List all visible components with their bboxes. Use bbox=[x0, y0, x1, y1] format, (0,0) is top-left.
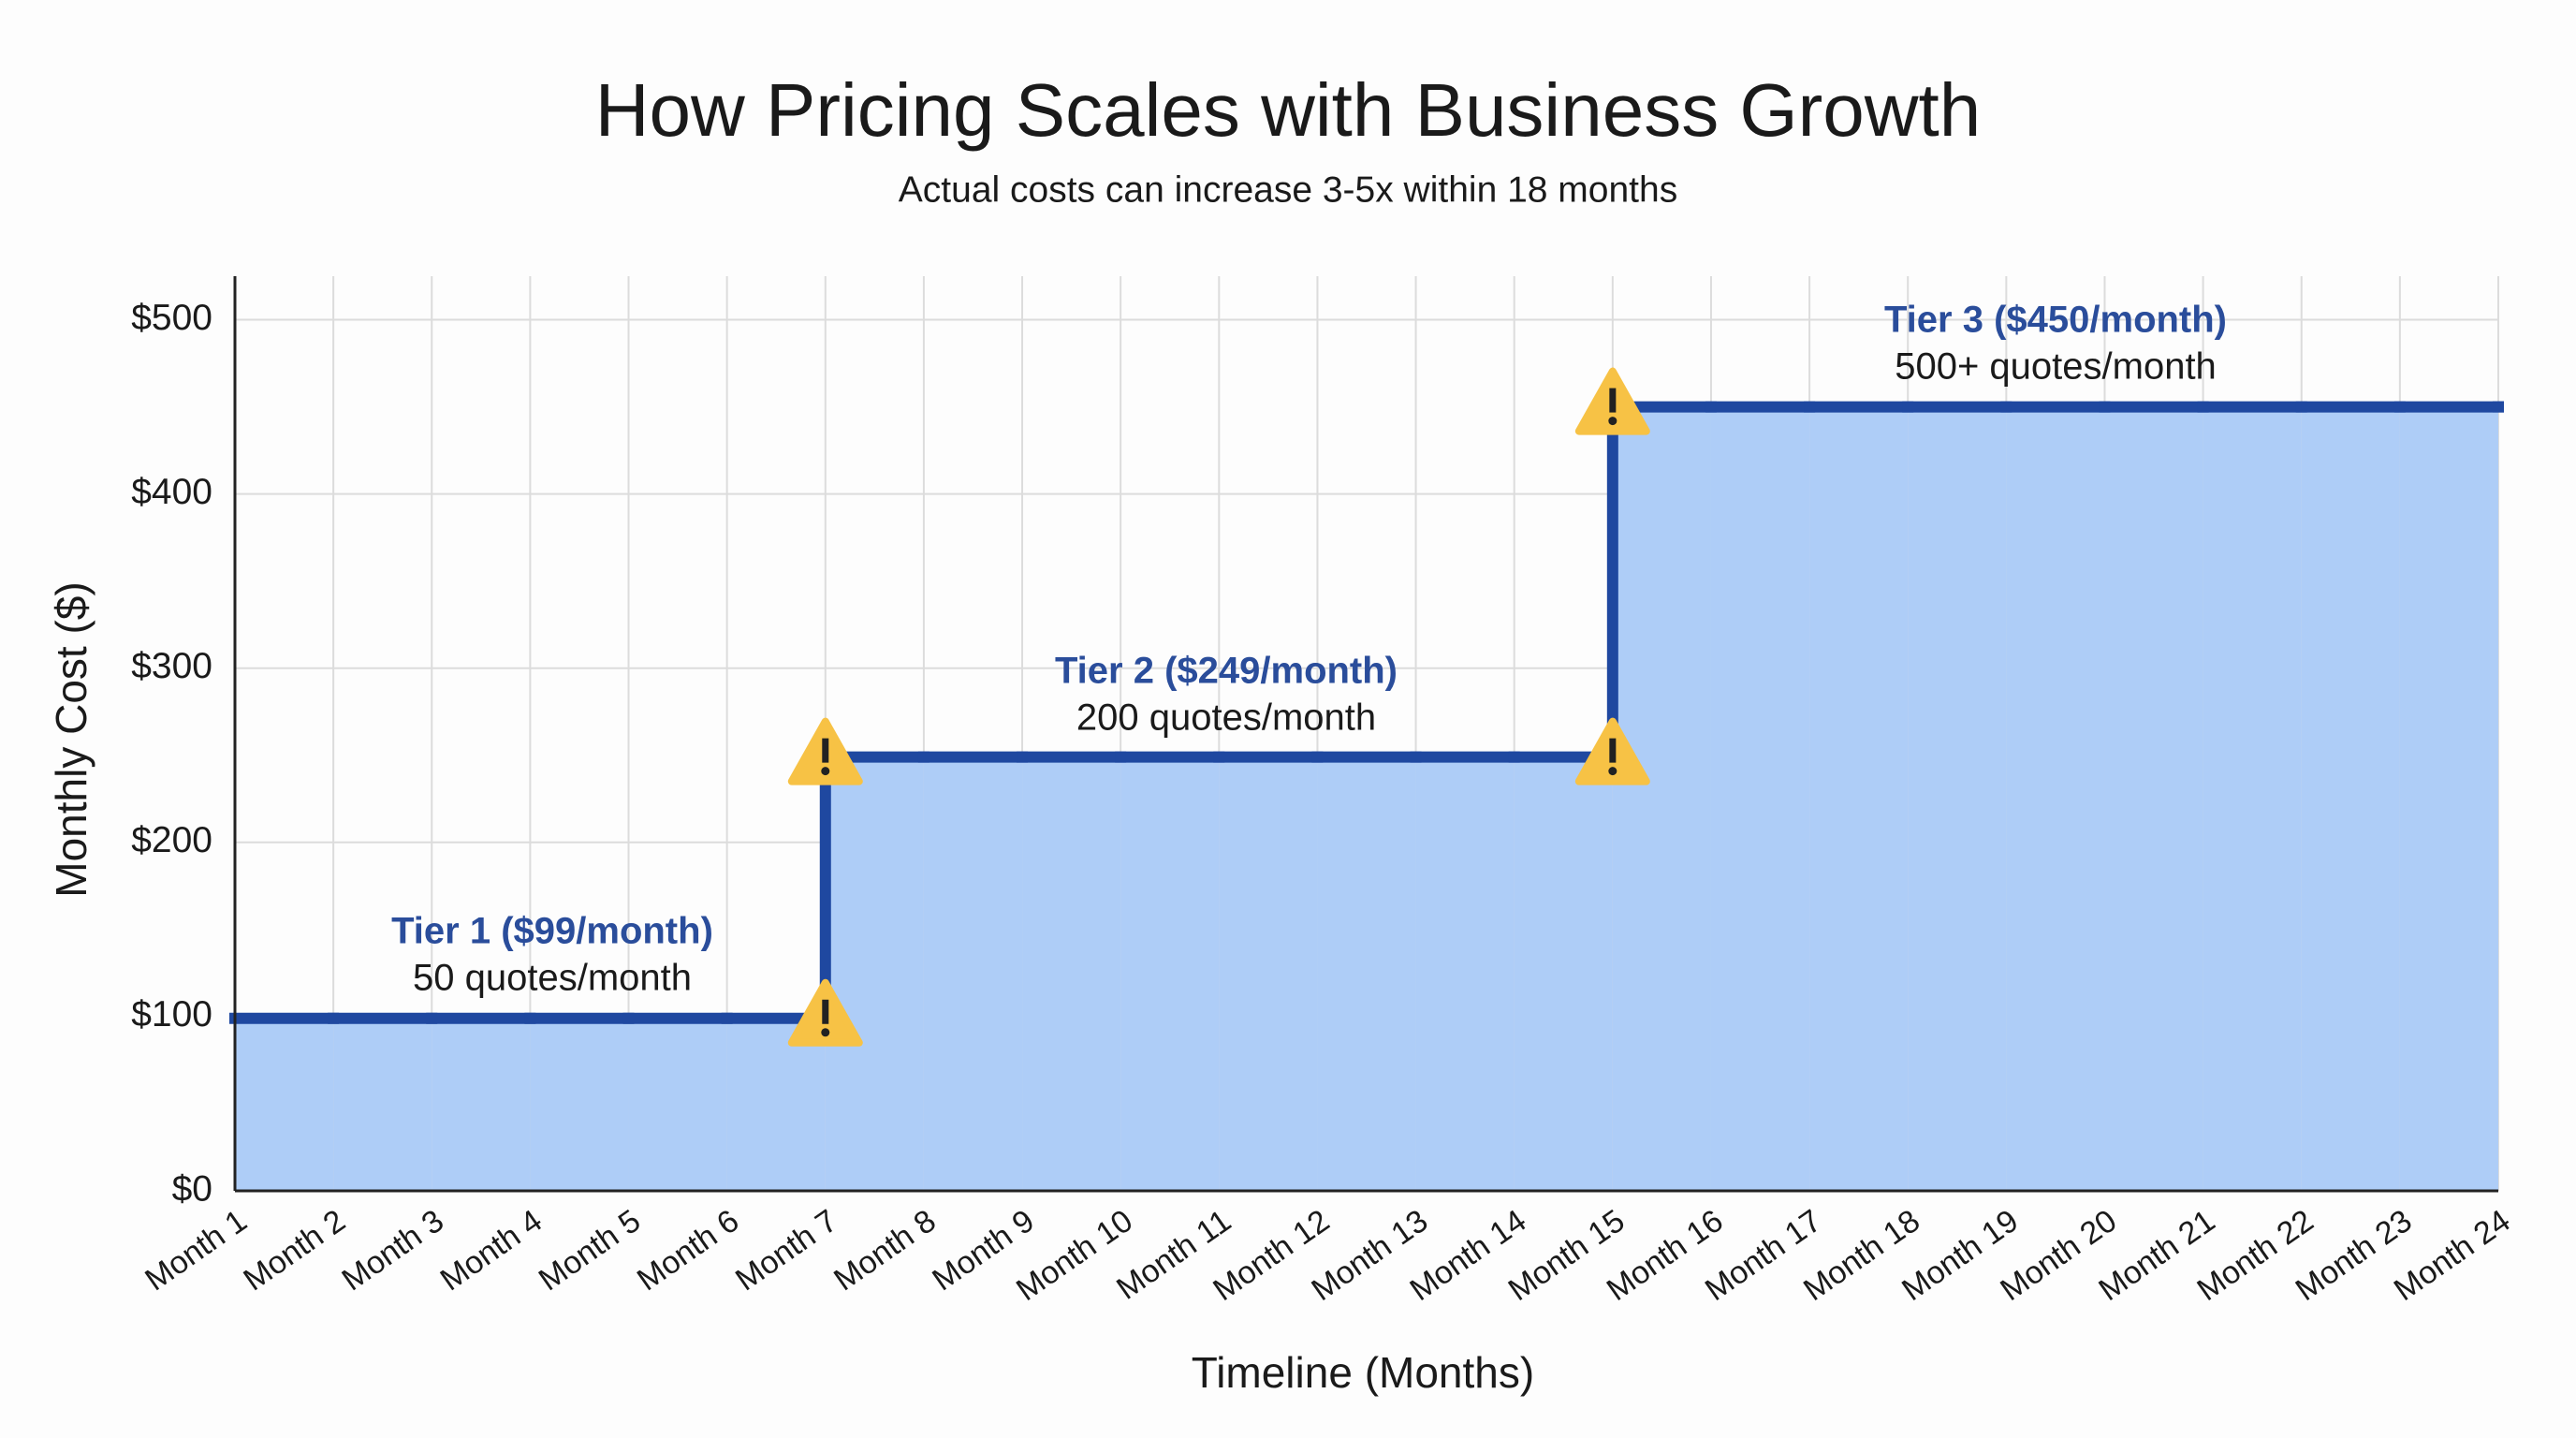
warning-icon bbox=[1574, 717, 1650, 785]
x-tick-label: Month 3 bbox=[336, 1203, 450, 1299]
chart-title: How Pricing Scales with Business Growth bbox=[595, 68, 1982, 152]
y-axis-label: Monthly Cost ($) bbox=[47, 581, 95, 897]
y-tick-label: $500 bbox=[131, 298, 212, 338]
area-segment bbox=[1710, 406, 1810, 1192]
area-segment bbox=[235, 1018, 334, 1191]
x-tick-label: Month 6 bbox=[631, 1203, 745, 1299]
area-segment bbox=[1317, 756, 1416, 1191]
x-tick-label: Month 5 bbox=[533, 1203, 647, 1299]
warning-bar bbox=[822, 999, 829, 1024]
area-segment bbox=[530, 1018, 629, 1191]
area-segment bbox=[1908, 406, 2007, 1192]
warning-icon bbox=[787, 717, 863, 785]
area-segment bbox=[2203, 406, 2302, 1192]
area-segment bbox=[1219, 756, 1318, 1191]
annotation-title: Tier 2 ($249/month) bbox=[1055, 651, 1398, 692]
annotation-text: 50 quotes/month bbox=[413, 958, 692, 999]
area-segment bbox=[432, 1018, 531, 1191]
y-tick-label: $200 bbox=[131, 820, 212, 860]
warning-dot bbox=[1608, 417, 1617, 426]
area-segment bbox=[1612, 406, 1711, 1192]
warning-dot bbox=[821, 767, 830, 776]
area-segment bbox=[923, 756, 1023, 1191]
area-segment bbox=[1120, 756, 1220, 1191]
x-tick-label: Month 1 bbox=[139, 1203, 253, 1299]
warning-icon bbox=[787, 978, 863, 1047]
x-tick-label: Month 7 bbox=[729, 1203, 843, 1299]
area-segment bbox=[2104, 406, 2203, 1192]
area-segment bbox=[2006, 406, 2105, 1192]
chart-subtitle: Actual costs can increase 3-5x within 18… bbox=[899, 169, 1677, 210]
warning-dot bbox=[821, 1028, 830, 1037]
area bbox=[235, 406, 2498, 1192]
area-segment bbox=[333, 1018, 432, 1191]
x-tick-label: Month 8 bbox=[827, 1203, 942, 1299]
x-tick-label: Month 4 bbox=[434, 1203, 549, 1299]
annotation-text: 500+ quotes/month bbox=[1895, 346, 2217, 388]
x-axis-label: Timeline (Months) bbox=[1192, 1348, 1534, 1397]
warning-bar bbox=[1609, 388, 1617, 413]
area-segment bbox=[1022, 756, 1121, 1191]
warning-dot bbox=[1608, 767, 1617, 776]
area-segment bbox=[726, 1018, 826, 1191]
y-tick-label: $400 bbox=[131, 472, 212, 512]
area-segment bbox=[1514, 756, 1613, 1191]
y-tick-label: $100 bbox=[131, 994, 212, 1034]
area-segment bbox=[1809, 406, 1909, 1192]
y-tick-label: $0 bbox=[172, 1168, 212, 1209]
annotation-text: 200 quotes/month bbox=[1076, 697, 1376, 739]
warning-bar bbox=[822, 738, 829, 763]
warning-bar bbox=[1609, 738, 1617, 763]
area-segment bbox=[2301, 406, 2400, 1192]
area-segment bbox=[825, 756, 924, 1191]
y-tick-label: $300 bbox=[131, 646, 212, 686]
annotation-title: Tier 1 ($99/month) bbox=[391, 911, 713, 952]
area-segment bbox=[2399, 406, 2498, 1192]
area-segment bbox=[1415, 756, 1515, 1191]
warning-icon bbox=[1574, 367, 1650, 435]
x-tick-label: Month 2 bbox=[237, 1203, 351, 1299]
area-segment bbox=[628, 1018, 727, 1191]
annotation-title: Tier 3 ($450/month) bbox=[1884, 300, 2227, 341]
